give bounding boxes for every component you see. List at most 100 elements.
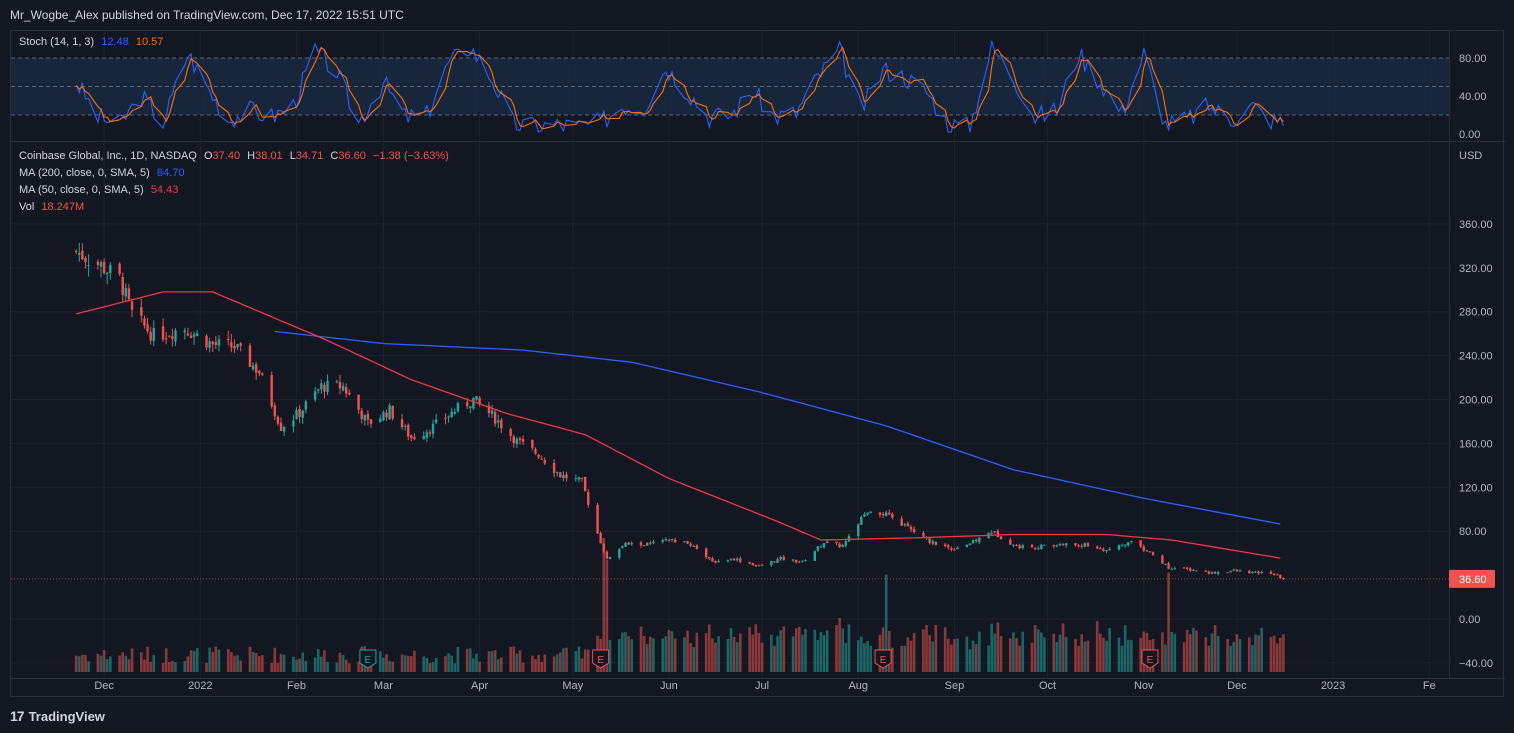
candle-body: [74, 250, 78, 252]
candle-body: [729, 558, 733, 560]
volume-legend: Vol 18.247M: [19, 201, 88, 213]
volume-bar: [1095, 621, 1099, 672]
candle-body: [537, 454, 540, 458]
price-chart[interactable]: E E E E 80.00 40.00 0.00 USD 360.00 320.00 280.00 2…: [11, 31, 1505, 698]
volume-bar: [642, 635, 646, 672]
volume-bar: [869, 645, 872, 672]
volume-bar: [400, 654, 404, 672]
chart-container[interactable]: E E E E 80.00 40.00 0.00 USD 360.00 320.00 280.00 2…: [10, 30, 1505, 698]
volume-bar: [174, 662, 177, 672]
candle-body: [1151, 552, 1155, 556]
candle-body: [580, 477, 584, 479]
candle-body: [596, 504, 599, 534]
candle-body: [407, 424, 410, 437]
candle-body: [838, 543, 841, 548]
candle-body: [276, 416, 280, 424]
candle-body: [518, 438, 522, 440]
volume-bar: [326, 661, 329, 672]
low-label: L: [289, 150, 296, 162]
volume-bar: [233, 655, 236, 672]
candle-body: [295, 409, 298, 420]
candle-body: [236, 344, 239, 348]
candle-body: [692, 545, 695, 547]
volume-bar: [518, 650, 522, 672]
volume-bar: [1272, 635, 1276, 672]
candle-body: [869, 511, 872, 514]
volume-bar: [562, 648, 565, 672]
volume-bar: [469, 648, 472, 672]
volume-bar: [841, 628, 845, 672]
candle-body: [956, 547, 959, 550]
candle-body: [602, 543, 605, 552]
candle-body: [493, 411, 497, 424]
candle-body: [1015, 544, 1018, 546]
volume-bar: [754, 624, 758, 672]
candle-body: [434, 419, 438, 423]
volume-bar: [822, 635, 826, 672]
candle-body: [618, 548, 621, 558]
volume-bar: [465, 648, 469, 672]
volume-bar: [884, 574, 888, 672]
candle-body: [360, 410, 363, 420]
candle-body: [928, 537, 931, 543]
footer-brand[interactable]: 17 TradingView: [10, 708, 105, 724]
candle-body: [497, 420, 500, 423]
volume-bar: [183, 660, 187, 672]
volume-bar: [543, 654, 547, 672]
volume-bar: [102, 649, 106, 672]
candle-body: [881, 513, 885, 516]
volume-bar: [577, 646, 581, 672]
volume-bar: [1040, 632, 1043, 672]
volume-bar: [140, 652, 143, 672]
candle-body: [521, 439, 525, 442]
candle-body: [971, 540, 975, 544]
candle-body: [1055, 545, 1059, 547]
candle-body: [239, 343, 242, 346]
volume-bar: [794, 628, 798, 672]
volume-bar: [77, 656, 81, 672]
candle-body: [860, 517, 863, 525]
candle-body: [1033, 547, 1037, 549]
volume-bar: [838, 617, 841, 672]
candle-body: [413, 437, 416, 440]
volume-bar: [847, 624, 851, 672]
volume-bar: [1099, 633, 1102, 672]
volume-bar: [1086, 640, 1090, 672]
stoch-axis-tick: 0.00: [1459, 129, 1480, 141]
volume-bar: [282, 654, 286, 672]
candle-body: [1229, 571, 1232, 573]
volume-bar: [686, 630, 689, 672]
candle-body: [205, 335, 208, 348]
stoch-d-value: 10.57: [135, 36, 164, 48]
candle-body: [447, 416, 450, 418]
candle-body: [313, 391, 317, 400]
volume-bar: [195, 648, 199, 672]
volume-bar: [825, 630, 829, 672]
candle-body: [410, 435, 413, 439]
volume-bar: [695, 632, 699, 672]
candle-body: [102, 261, 106, 274]
time-axis-tick: Aug: [848, 680, 868, 692]
candle-body: [996, 530, 1000, 538]
volume-bar: [912, 632, 916, 672]
candle-body: [909, 526, 913, 530]
volume-bar: [1036, 629, 1040, 672]
volume-bar: [946, 638, 950, 672]
candle-body: [369, 419, 373, 424]
volume-bar: [1018, 645, 1021, 672]
volume-bar: [385, 654, 388, 672]
volume-bar: [661, 638, 665, 672]
volume-bar: [109, 656, 112, 672]
candle-body: [757, 565, 761, 567]
volume-bar: [298, 658, 301, 672]
candle-body: [670, 538, 674, 541]
candle-body: [1269, 571, 1273, 574]
volume-bar: [552, 656, 556, 672]
candle-body: [1123, 544, 1127, 546]
volume-bar: [96, 653, 100, 672]
time-axis-tick: Dec: [1227, 680, 1247, 692]
volume-bar: [273, 647, 277, 672]
volume-bar: [801, 634, 804, 672]
volume-bar: [1052, 633, 1056, 672]
candle-body: [1226, 572, 1229, 574]
